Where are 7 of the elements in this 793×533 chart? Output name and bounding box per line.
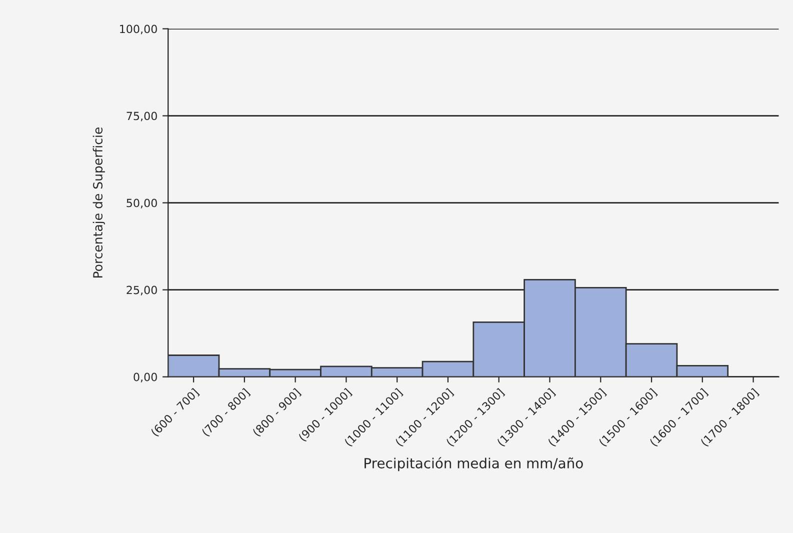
y-tick-label: 25,00 xyxy=(126,286,157,296)
x-axis-title: Precipitación media en mm/año xyxy=(364,457,583,472)
y-tick-label: 50,00 xyxy=(126,198,157,208)
y-tick-label: 100,00 xyxy=(120,24,157,34)
y-tick-label: 75,00 xyxy=(126,112,157,122)
y-tick-label: 0,00 xyxy=(134,372,157,382)
y-axis-title: Porcentaje de Superficie xyxy=(92,128,105,278)
